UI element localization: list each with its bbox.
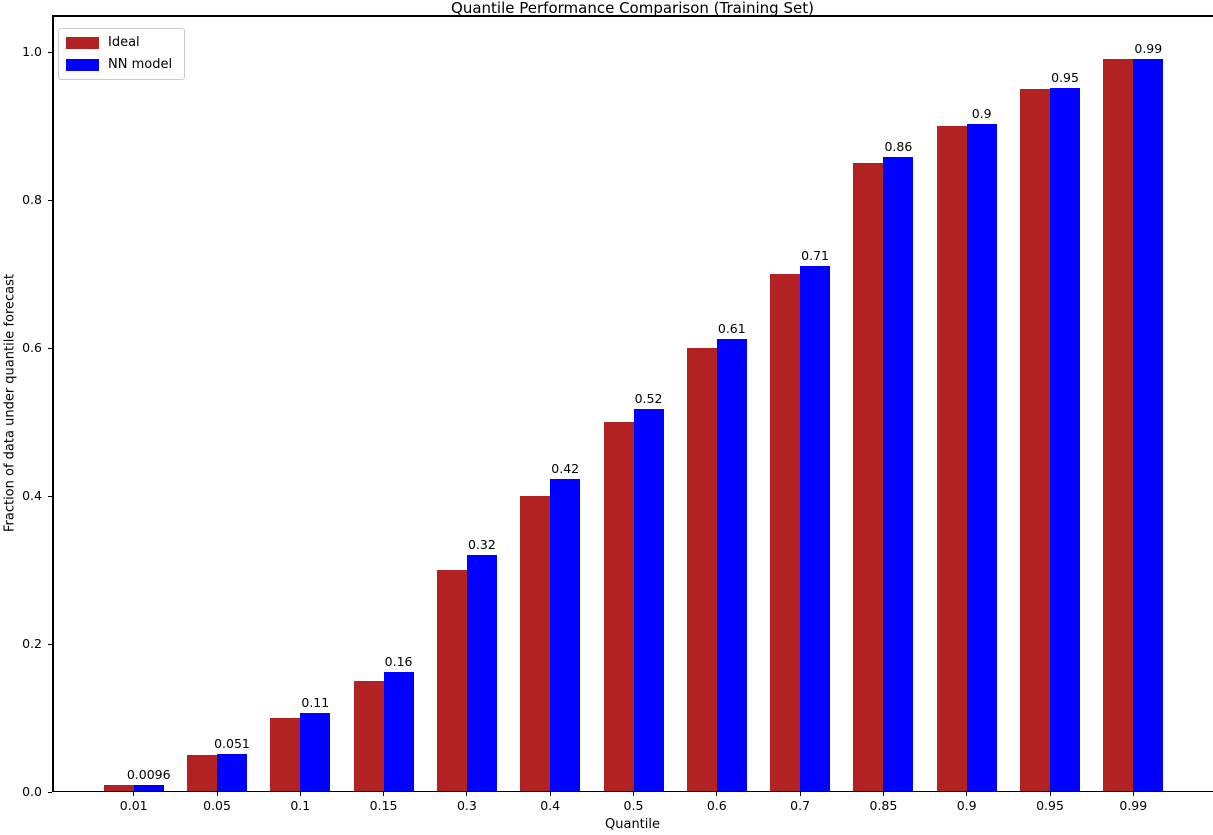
y-tick	[48, 347, 52, 349]
bar-ideal	[770, 274, 801, 792]
bar-value-label: 0.99	[1134, 40, 1163, 56]
x-tick-label: 0.3	[456, 798, 477, 813]
bar-ideal	[1103, 59, 1134, 792]
bar-value-label: 0.42	[551, 460, 580, 476]
y-tick	[48, 51, 52, 53]
bar-value-label: 0.16	[384, 654, 413, 670]
x-tick	[299, 792, 301, 796]
y-tick-label: 0.0	[22, 784, 42, 799]
x-tick-label: 0.7	[790, 798, 811, 813]
y-tick-label: 0.8	[22, 192, 42, 207]
x-tick	[1049, 792, 1051, 796]
top-spine	[52, 15, 1213, 17]
x-tick-label: 0.15	[369, 798, 398, 813]
x-tick-label: 0.95	[1036, 798, 1064, 813]
x-tick-label: 0.99	[1119, 798, 1148, 813]
legend: Ideal NN model	[58, 28, 186, 80]
x-tick	[466, 792, 468, 796]
bar-value-label: 0.61	[717, 321, 746, 337]
plot-area: Ideal NN model 0.01 0.0096 0.05 0.051 0.1 0.1…	[22, 15, 1213, 813]
bar-value-label: 0.32	[467, 537, 496, 553]
bar-nn-model	[1050, 87, 1080, 792]
x-tick-label: 0.1	[290, 798, 311, 813]
x-tick-label: 0.9	[956, 798, 977, 813]
bar-ideal	[1020, 89, 1050, 792]
x-tick	[716, 792, 718, 796]
bar-nn-model	[966, 123, 997, 792]
bar-value-label: 0.95	[1051, 69, 1079, 85]
bar-nn-model	[800, 265, 831, 792]
bar-value-label: 0.11	[301, 694, 330, 710]
x-tick-label: 0.05	[203, 798, 231, 813]
bar-ideal	[353, 681, 384, 792]
x-axis-label: Quantile	[605, 817, 660, 832]
x-axis-spine	[52, 790, 1213, 792]
bar-value-label: 0.0096	[126, 766, 171, 782]
legend-item-ideal: Ideal	[66, 36, 172, 50]
y-axis-spine	[52, 15, 54, 792]
y-tick-label: 0.4	[22, 488, 42, 503]
legend-swatch-nn-model	[66, 59, 99, 71]
x-tick	[383, 792, 385, 796]
x-tick-label: 0.4	[540, 798, 561, 813]
bar-ideal	[936, 126, 967, 792]
bar-ideal	[520, 496, 551, 792]
y-tick	[48, 199, 52, 201]
bar-ideal	[603, 422, 634, 792]
bar-ideal	[853, 163, 884, 792]
x-tick	[633, 792, 634, 796]
x-tick-label: 0.6	[706, 798, 727, 813]
bar-ideal	[436, 570, 467, 792]
bar-nn-model	[383, 672, 414, 792]
bar-nn-model	[883, 157, 914, 792]
bar-nn-model	[1133, 58, 1164, 792]
x-tick	[133, 792, 135, 796]
y-tick	[48, 495, 52, 497]
x-tick	[799, 792, 801, 796]
chart-title: Quantile Performance Comparison (Trainin…	[451, 0, 814, 17]
bar-value-label: 0.051	[214, 736, 250, 752]
bar-ideal	[270, 718, 301, 792]
y-tick-label: 1.0	[22, 44, 42, 59]
y-tick-label: 0.2	[22, 636, 42, 651]
legend-swatch-ideal	[66, 37, 99, 49]
bar-nn-model	[716, 339, 747, 792]
bar-nn-model	[133, 784, 164, 792]
y-tick	[48, 643, 52, 645]
legend-item-nn-model: NN model	[66, 58, 172, 72]
bar-nn-model	[300, 712, 331, 792]
x-tick	[882, 792, 884, 796]
bar-value-label: 0.52	[634, 391, 663, 407]
bar-ideal	[686, 348, 717, 792]
x-tick-label: 0.01	[119, 798, 148, 813]
x-tick	[216, 792, 218, 796]
y-tick-label: 0.6	[22, 340, 42, 355]
x-tick	[966, 792, 968, 796]
bar-nn-model	[466, 555, 497, 792]
bar-nn-model	[217, 754, 247, 792]
bar-value-label: 0.86	[884, 139, 913, 155]
bar-value-label: 0.71	[801, 247, 830, 263]
bar-ideal	[103, 784, 134, 792]
bar-nn-model	[550, 478, 581, 792]
bar-ideal	[187, 755, 217, 792]
bar-value-label: 0.9	[971, 105, 992, 121]
x-tick	[1132, 792, 1134, 796]
x-tick-label: 0.5	[623, 798, 644, 813]
y-tick	[48, 791, 52, 793]
bar-nn-model	[633, 409, 664, 792]
x-tick	[549, 792, 551, 796]
x-tick-label: 0.85	[869, 798, 898, 813]
legend-label-ideal: Ideal	[108, 35, 140, 50]
legend-label-nn-model: NN model	[108, 57, 173, 72]
